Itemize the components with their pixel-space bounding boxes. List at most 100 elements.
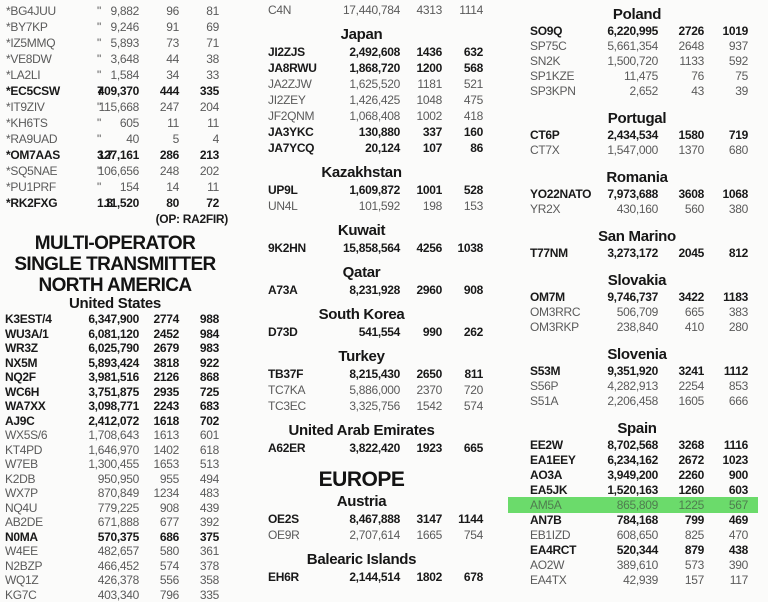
country-header: Romania [520,168,754,187]
mult-count: 470 [520,528,748,543]
country-header: Poland [520,5,754,24]
mult-count: 618 [0,443,219,458]
mult-count: 574 [240,398,483,414]
mult-count: 666 [520,394,748,409]
mult-count: 1144 [240,511,483,527]
mult-count: 494 [0,472,219,487]
mult-count: 1019 [520,24,748,39]
mult-count: 75 [520,69,748,84]
mult-count: 469 [520,513,748,528]
country-header: South Korea [240,305,483,324]
mult-count: 71 [0,35,219,51]
mult-count: 81 [0,3,219,19]
mult-count: 678 [240,569,483,585]
mult-count: 725 [0,385,219,400]
operator-note: (OP: RA2FIR) [0,211,228,227]
mult-count: 603 [520,483,748,498]
continent-header: EUROPE [240,468,483,492]
country-header: United Arab Emirates [240,421,483,440]
mult-count: 1068 [520,187,748,202]
mult-count: 811 [240,366,483,382]
section-title-line: SINGLE TRANSMITTER [0,254,230,275]
mult-count: 390 [520,558,748,573]
mult-count: 937 [520,39,748,54]
mult-count: 1023 [520,453,748,468]
mult-count: 483 [0,486,219,501]
mult-count: 988 [0,312,219,327]
mult-count: 418 [240,108,483,124]
country-header: Turkey [240,347,483,366]
country-header: Spain [520,419,754,438]
mult-count: 754 [240,527,483,543]
mult-count: 213 [0,147,219,163]
mult-count: 11 [0,179,219,195]
mult-count: 475 [240,92,483,108]
mult-count: 1038 [240,240,483,256]
country-header: Japan [240,25,483,44]
mult-count: 375 [0,530,219,545]
mult-count: 900 [520,468,748,483]
mult-count: 335 [0,83,219,99]
mult-count: 117 [520,573,748,588]
mult-count: 719 [520,128,748,143]
mult-count: 702 [0,414,219,429]
mult-count: 378 [0,559,219,574]
mult-count: 335 [0,588,219,602]
mult-count: 601 [0,428,219,443]
mult-count: 72 [0,195,219,211]
mult-count: 683 [0,399,219,414]
